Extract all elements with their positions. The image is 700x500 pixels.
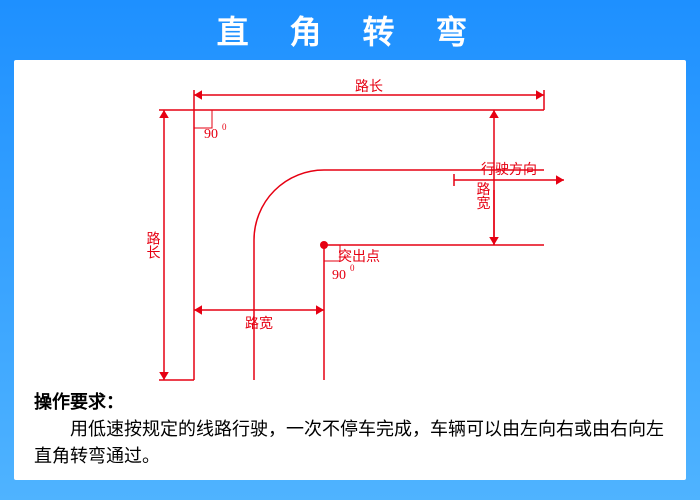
content-card: 路长路长路宽路宽900900突出点行驶方向 操作要求： 用低速按规定的线路行驶，…	[14, 60, 686, 480]
svg-text:90: 90	[332, 268, 346, 283]
svg-text:路长: 路长	[145, 231, 161, 259]
instruction-text: 操作要求： 用低速按规定的线路行驶，一次不停车完成，车辆可以由左向右或由右向左直…	[34, 389, 666, 470]
svg-text:90: 90	[204, 127, 218, 142]
svg-text:行驶方向: 行驶方向	[481, 162, 537, 178]
svg-text:突出点: 突出点	[338, 249, 380, 265]
instruction-heading: 操作要求：	[34, 389, 666, 416]
right-angle-turn-diagram: 路长路长路宽路宽900900突出点行驶方向	[24, 70, 684, 390]
svg-text:0: 0	[222, 122, 227, 132]
svg-text:路宽: 路宽	[245, 315, 273, 332]
svg-text:路长: 路长	[355, 79, 383, 95]
instruction-body: 用低速按规定的线路行驶，一次不停车完成，车辆可以由左向右或由右向左直角转弯通过。	[34, 416, 666, 470]
title-bar: 直 角 转 弯	[0, 0, 700, 60]
svg-text:路宽: 路宽	[475, 182, 491, 211]
page-title: 直 角 转 弯	[217, 7, 484, 53]
diagram-area: 路长路长路宽路宽900900突出点行驶方向	[24, 70, 676, 390]
